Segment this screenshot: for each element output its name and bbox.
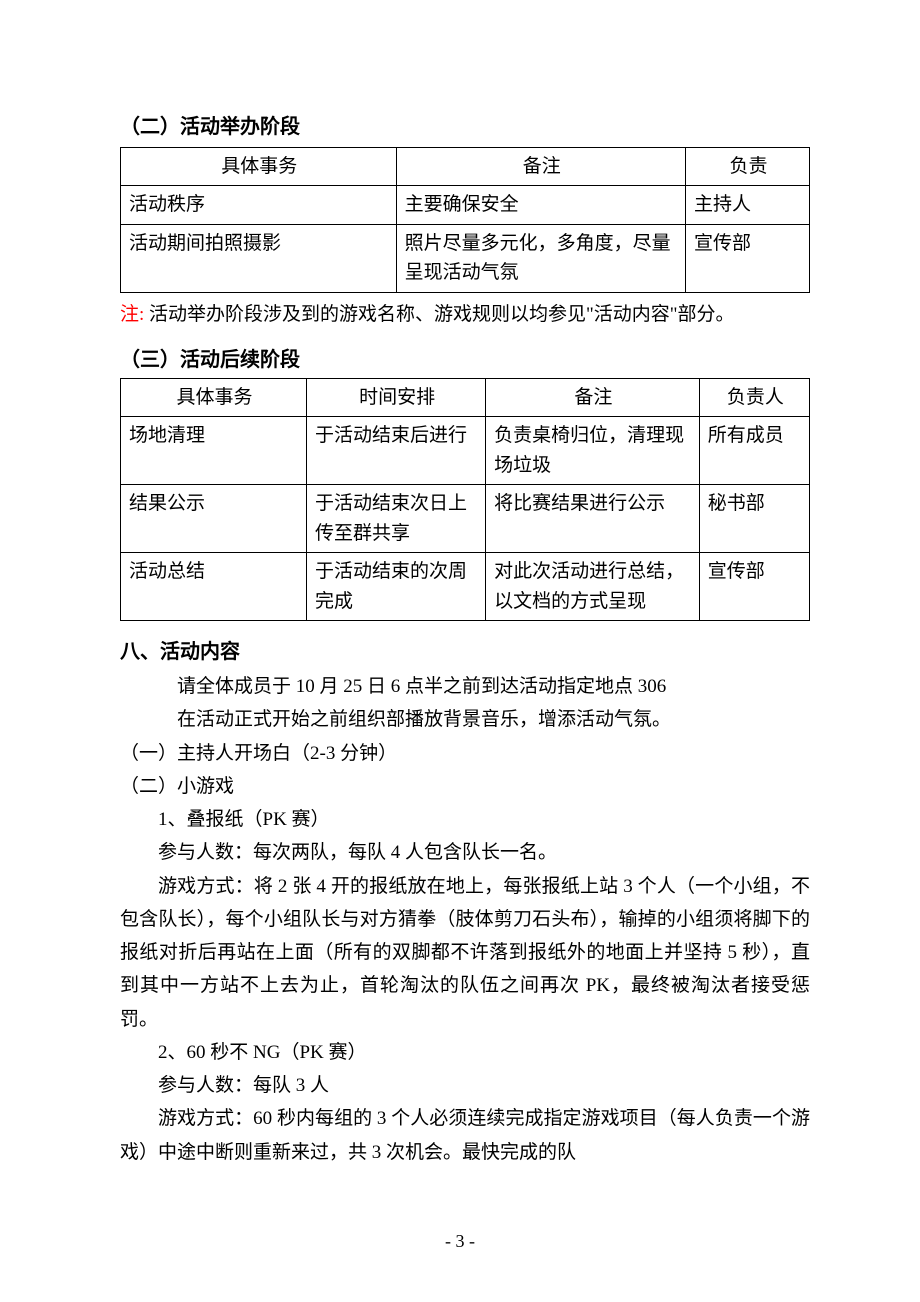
section-2-heading: （二）活动举办阶段 xyxy=(120,110,810,139)
body-line: 在活动正式开始之前组织部播放背景音乐，增添活动气氛。 xyxy=(120,703,810,736)
table-cell: 于活动结束的次周完成 xyxy=(307,553,486,621)
body-line: 请全体成员于 10 月 25 日 6 点半之前到达活动指定地点 306 xyxy=(120,670,810,703)
note-label: 注: xyxy=(120,304,144,325)
table-cell: 于活动结束后进行 xyxy=(307,417,486,485)
col-header: 负责 xyxy=(685,148,809,186)
section-2-note: 注: 活动举办阶段涉及到的游戏名称、游戏规则以均参见"活动内容"部分。 xyxy=(120,299,810,331)
game-rules: 游戏方式：将 2 张 4 开的报纸放在地上，每张报纸上站 3 个人（一个小组，不… xyxy=(120,870,810,1036)
table-cell: 宣传部 xyxy=(685,224,809,292)
table-cell: 结果公示 xyxy=(121,485,307,553)
col-header: 具体事务 xyxy=(121,148,397,186)
section-3-heading: （三）活动后续阶段 xyxy=(120,343,810,372)
game-players: 参与人数：每次两队，每队 4 人包含队长一名。 xyxy=(120,836,810,869)
col-header: 备注 xyxy=(396,148,685,186)
table-row: 活动总结 于活动结束的次周完成 对此次活动进行总结，以文档的方式呈现 宣传部 xyxy=(121,553,810,621)
note-text: 活动举办阶段涉及到的游戏名称、游戏规则以均参见"活动内容"部分。 xyxy=(149,304,735,325)
game-rules: 游戏方式：60 秒内每组的 3 个人必须连续完成指定游戏项目（每人负责一个游戏）… xyxy=(120,1102,810,1169)
section-2-table: 具体事务 备注 负责 活动秩序 主要确保安全 主持人 活动期间拍照摄影 照片尽量… xyxy=(120,147,810,293)
table-cell: 负责桌椅归位，清理现场垃圾 xyxy=(486,417,700,485)
table-row: 结果公示 于活动结束次日上传至群共享 将比赛结果进行公示 秘书部 xyxy=(121,485,810,553)
game-title: 1、叠报纸（PK 赛） xyxy=(120,803,810,836)
col-header: 备注 xyxy=(486,379,700,417)
table-cell: 场地清理 xyxy=(121,417,307,485)
table-cell: 于活动结束次日上传至群共享 xyxy=(307,485,486,553)
page-number: - 3 - xyxy=(0,1231,920,1252)
col-header: 具体事务 xyxy=(121,379,307,417)
table-cell: 活动期间拍照摄影 xyxy=(121,224,397,292)
table-cell: 活动总结 xyxy=(121,553,307,621)
sub-item: （二）小游戏 xyxy=(120,770,810,803)
col-header: 负责人 xyxy=(699,379,809,417)
section-8-body: 请全体成员于 10 月 25 日 6 点半之前到达活动指定地点 306 在活动正… xyxy=(120,670,810,1169)
table-cell: 所有成员 xyxy=(699,417,809,485)
table-header-row: 具体事务 时间安排 备注 负责人 xyxy=(121,379,810,417)
game-players: 参与人数：每队 3 人 xyxy=(120,1069,810,1102)
sub-item: （一）主持人开场白（2-3 分钟） xyxy=(120,737,810,770)
table-cell: 照片尽量多元化，多角度，尽量呈现活动气氛 xyxy=(396,224,685,292)
table-cell: 活动秩序 xyxy=(121,186,397,224)
table-cell: 主持人 xyxy=(685,186,809,224)
table-header-row: 具体事务 备注 负责 xyxy=(121,148,810,186)
table-cell: 主要确保安全 xyxy=(396,186,685,224)
table-row: 场地清理 于活动结束后进行 负责桌椅归位，清理现场垃圾 所有成员 xyxy=(121,417,810,485)
table-cell: 将比赛结果进行公示 xyxy=(486,485,700,553)
game-title: 2、60 秒不 NG（PK 赛） xyxy=(120,1036,810,1069)
col-header: 时间安排 xyxy=(307,379,486,417)
section-8-heading: 八、活动内容 xyxy=(120,635,810,664)
table-cell: 秘书部 xyxy=(699,485,809,553)
table-row: 活动秩序 主要确保安全 主持人 xyxy=(121,186,810,224)
section-3-table: 具体事务 时间安排 备注 负责人 场地清理 于活动结束后进行 负责桌椅归位，清理… xyxy=(120,378,810,621)
table-cell: 对此次活动进行总结，以文档的方式呈现 xyxy=(486,553,700,621)
page: （二）活动举办阶段 具体事务 备注 负责 活动秩序 主要确保安全 主持人 活动期… xyxy=(0,0,920,1302)
table-cell: 宣传部 xyxy=(699,553,809,621)
table-row: 活动期间拍照摄影 照片尽量多元化，多角度，尽量呈现活动气氛 宣传部 xyxy=(121,224,810,292)
